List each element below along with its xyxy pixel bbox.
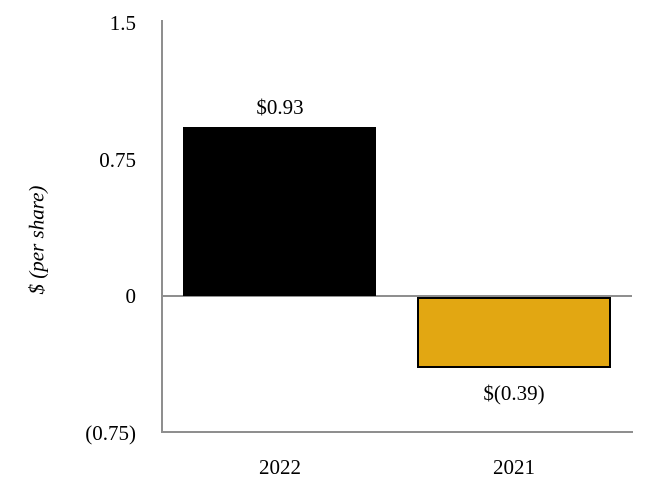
zero-baseline bbox=[161, 295, 632, 297]
bar-2022 bbox=[183, 127, 376, 296]
bar-value-label: $0.93 bbox=[256, 95, 304, 119]
y-axis-title: $ (per share) bbox=[24, 185, 49, 295]
bar-2021 bbox=[417, 297, 611, 368]
x-tick-label-2022: 2022 bbox=[259, 455, 301, 479]
y-tick-label: 0.75 bbox=[99, 148, 136, 172]
y-tick-label: 0 bbox=[125, 284, 137, 308]
bar-value-label: $(0.39) bbox=[483, 381, 545, 405]
x-tick-label-2021: 2021 bbox=[493, 455, 535, 479]
y-tick-label: 1.5 bbox=[109, 11, 136, 35]
x-axis-line bbox=[161, 431, 633, 433]
y-tick-label: (0.75) bbox=[85, 421, 136, 445]
y-axis-line bbox=[161, 20, 163, 433]
